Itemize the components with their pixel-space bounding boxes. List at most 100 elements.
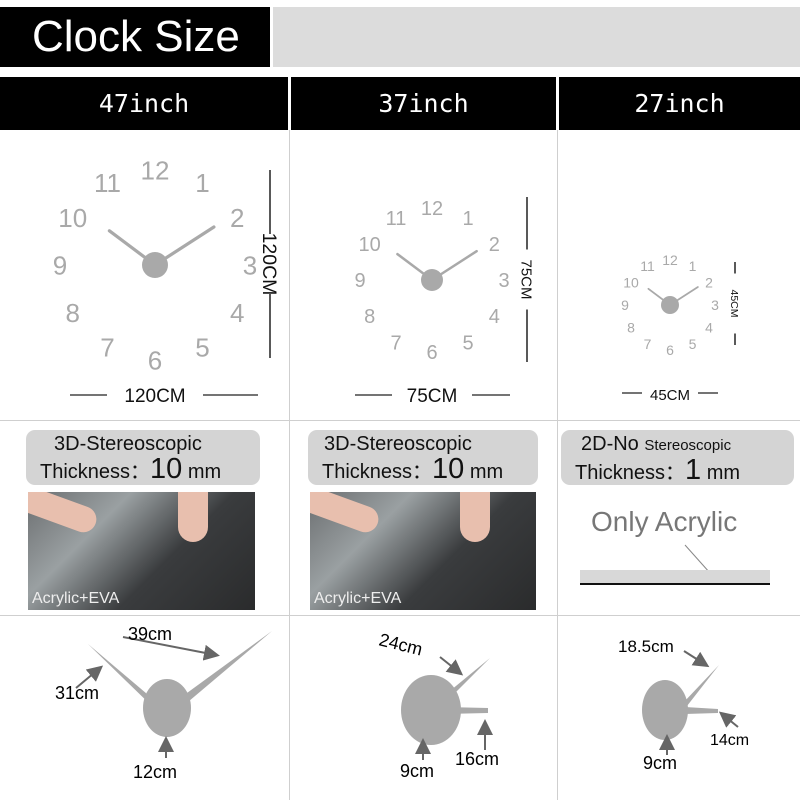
- clock-numeral: 10: [623, 275, 639, 291]
- finger-image: [460, 492, 490, 542]
- hands-diagram-37: 24cm 9cm 16cm: [377, 629, 499, 781]
- clock-numeral: 1: [689, 258, 697, 274]
- clock-numeral: 5: [195, 333, 209, 363]
- clock-numeral: 7: [100, 333, 114, 363]
- disc-diameter: 9cm: [643, 753, 677, 773]
- material-label: Acrylic+EVA: [314, 590, 402, 607]
- clock-numeral: 4: [230, 298, 244, 328]
- clock-numeral: 3: [243, 250, 257, 280]
- movement-disc: [642, 680, 688, 740]
- type-label: 3D-Stereoscopic: [324, 433, 472, 455]
- height-label: 120CM: [258, 233, 280, 296]
- clock-numeral: 11: [640, 258, 655, 274]
- thickness-pill-27: 2D-No Stereoscopic Thickness：1 mm: [561, 430, 794, 485]
- short-hand-length: 14cm: [710, 732, 749, 749]
- clock-numeral: 9: [354, 270, 365, 292]
- minute-hand: [88, 644, 160, 710]
- clock-numeral: 8: [65, 298, 79, 328]
- clock-numeral: 5: [689, 336, 697, 352]
- height-label: 45CM: [728, 289, 740, 317]
- thickness-label: Thickness：: [575, 462, 686, 484]
- short-hand-length: 16cm: [455, 749, 499, 769]
- clock-numeral: 3: [711, 297, 719, 313]
- type-label: 2D-No: [581, 433, 639, 455]
- clock-numeral: 1: [462, 208, 473, 230]
- clock-numeral: 7: [390, 333, 401, 355]
- clock-numeral: 1: [195, 168, 209, 198]
- thickness-value: 1: [685, 454, 702, 486]
- long-hand-length: 18.5cm: [618, 637, 674, 656]
- clock-numeral: 11: [386, 208, 407, 230]
- title-bar-filler: [273, 7, 800, 67]
- acrylic-eva-photo: Acrylic+EVA: [28, 492, 255, 610]
- thickness-unit: mm: [469, 461, 504, 483]
- clock-numeral: 6: [426, 342, 437, 364]
- material-label: Acrylic+EVA: [32, 590, 120, 607]
- short-hand: [685, 707, 718, 714]
- clock-hub: [421, 269, 443, 291]
- width-label: 120CM: [124, 386, 185, 407]
- only-acrylic-label: Only Acrylic: [591, 506, 738, 537]
- column-divider: [289, 130, 290, 800]
- height-label: 75CM: [518, 259, 535, 299]
- clock-numeral: 2: [489, 234, 500, 256]
- clock-hands-diagrams: 39cm 31cm 12cm 24cm 9cm 16cm 18.5cm 9cm …: [55, 624, 749, 782]
- finger-image: [28, 492, 101, 536]
- hour-hand: [176, 631, 272, 707]
- clock-numeral: 4: [705, 320, 713, 336]
- thickness-unit: mm: [706, 462, 741, 484]
- clock-numeral: 12: [141, 155, 170, 185]
- header-47inch: 47inch: [0, 77, 288, 130]
- hands-diagram-47: 39cm 31cm 12cm: [55, 624, 272, 782]
- clock-numeral: 6: [666, 342, 674, 358]
- thickness-value: 10: [150, 453, 183, 485]
- thickness-value: 10: [432, 453, 465, 485]
- clock-numeral: 6: [148, 345, 162, 375]
- thickness-unit: mm: [187, 461, 222, 483]
- long-hand-length: 24cm: [377, 629, 425, 659]
- finger-image: [310, 492, 383, 536]
- pointer-line: [684, 544, 711, 574]
- clock-hub: [661, 296, 679, 314]
- clock-hub: [142, 252, 168, 278]
- row-divider: [0, 420, 800, 421]
- clock-numeral: 10: [359, 234, 381, 256]
- clock-numeral: 9: [621, 297, 629, 313]
- short-hand-length: 31cm: [55, 683, 99, 703]
- width-label: 75CM: [407, 386, 458, 407]
- disc-diameter: 12cm: [133, 762, 177, 782]
- thickness-label: Thickness：: [322, 461, 433, 483]
- clock-numeral: 12: [421, 198, 443, 220]
- clock-numeral: 4: [489, 306, 500, 328]
- acrylic-sheet: [580, 570, 770, 583]
- acrylic-sheet-illustration: [580, 544, 770, 585]
- long-hand: [445, 658, 490, 699]
- clock-numeral: 7: [644, 336, 652, 352]
- acrylic-eva-photo: Acrylic+EVA: [310, 492, 536, 610]
- header-27inch: 27inch: [559, 77, 800, 130]
- clock-numeral: 11: [94, 168, 121, 198]
- thickness-label: Thickness：: [40, 461, 151, 483]
- clock-numeral: 10: [58, 203, 87, 233]
- finger-image: [178, 492, 208, 542]
- clock-numeral: 2: [705, 275, 713, 291]
- clock-numeral: 5: [462, 333, 473, 355]
- header-37inch: 37inch: [291, 77, 556, 130]
- thickness-pill-47: 3D-Stereoscopic Thickness：10 mm: [26, 430, 260, 485]
- clock-numeral: 3: [498, 270, 509, 292]
- row-divider: [0, 615, 800, 616]
- page-title: Clock Size: [0, 7, 270, 67]
- movement-disc: [401, 675, 461, 745]
- hands-diagram-27: 18.5cm 9cm 14cm: [618, 637, 749, 773]
- clock-numeral: 9: [53, 250, 67, 280]
- clock-numeral: 8: [364, 306, 375, 328]
- disc-diameter: 9cm: [400, 761, 434, 781]
- clock-numeral: 8: [627, 320, 635, 336]
- clock-numeral: 12: [662, 252, 678, 268]
- clock-numeral: 2: [230, 203, 244, 233]
- thickness-pill-37: 3D-Stereoscopic Thickness：10 mm: [308, 430, 538, 485]
